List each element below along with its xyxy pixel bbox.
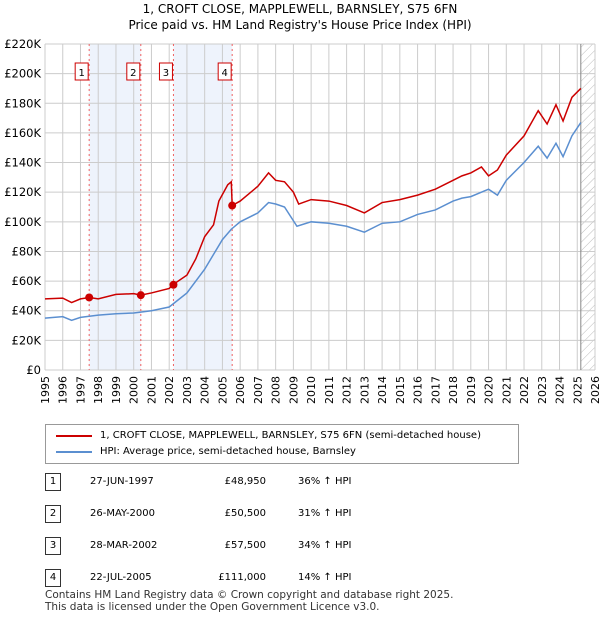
y-tick-label: £20K [12,333,42,347]
x-tick-label: 2012 [341,376,354,404]
x-tick-label: 2005 [216,376,229,404]
sale-number: 2 [45,505,61,523]
sale-price: £57,500 [224,540,266,551]
x-tick-label: 2003 [181,376,194,404]
sale-hpi-diff: 14% ↑ HPI [298,572,352,583]
x-tick-label: 2008 [270,376,283,404]
x-tick-label: 2016 [412,376,425,404]
footer-copyright: Contains HM Land Registry data © Crown c… [45,589,454,601]
y-tick-label: £60K [12,274,42,288]
footer-licence: This data is licensed under the Open Gov… [45,601,380,613]
sale-point [85,293,94,302]
x-tick-label: 2004 [199,376,212,404]
sale-label: 4 [221,68,227,79]
x-tick-label: 2017 [429,376,442,404]
y-tick-label: £40K [12,304,42,318]
sale-hpi-diff: 36% ↑ HPI [298,476,352,487]
x-tick-label: 2014 [376,376,389,404]
x-tick-label: 2025 [571,376,584,404]
x-tick-label: 2026 [589,376,600,404]
x-tick-label: 2007 [252,376,265,404]
y-tick-label: £180K [4,96,41,110]
x-tick-label: 2015 [394,376,407,404]
sale-number: 1 [45,473,61,491]
sale-price: £50,500 [224,508,266,519]
sale-label: 1 [78,68,84,79]
sale-label: 3 [163,68,169,79]
price-chart: 1995 1996 1997 1998 1999 2000 2001 2002 2003 2004… [4,37,600,404]
y-tick-label: £100K [4,215,41,229]
sale-label: 2 [130,68,136,79]
chart-title: 1, CROFT CLOSE, MAPPLEWELL, BARNSLEY, S7… [142,2,458,16]
y-tick-label: £80K [12,244,42,258]
sale-point [169,280,178,289]
sale-date: 26-MAY-2000 [90,508,156,519]
sale-number: 3 [45,537,61,555]
series-line [44,122,582,322]
table-row: 3 28-MAR-2002 £57,500 34% ↑ HPI [0,537,600,557]
sale-point [228,201,237,210]
legend-item-hpi: HPI: Average price, semi-detached house,… [56,446,356,457]
sale-period-shade [89,44,141,370]
sale-hpi-diff: 31% ↑ HPI [298,508,352,519]
sale-label-box [126,62,141,81]
x-tick-label: 2013 [358,376,371,404]
x-tick-label: 1998 [92,376,105,404]
x-tick-label: 1996 [57,376,70,404]
x-tick-label: 2002 [163,376,176,404]
y-tick-label: £0 [26,363,41,377]
legend-item-property: 1, CROFT CLOSE, MAPPLEWELL, BARNSLEY, S7… [56,430,481,441]
x-tick-label: 2006 [234,376,247,404]
x-tick-label: 1999 [110,376,123,404]
sale-point [136,291,145,300]
sale-date: 27-JUN-1997 [90,476,154,487]
x-tick-label: 2019 [465,376,478,404]
x-tick-label: 2010 [305,376,318,404]
x-tick-label: 2018 [447,376,460,404]
sale-price: £48,950 [224,476,266,487]
x-tick-label: 2009 [287,376,300,404]
sale-hpi-diff: 34% ↑ HPI [298,540,352,551]
table-row: 4 22-JUL-2005 £111,000 14% ↑ HPI [0,569,600,589]
table-row: 2 26-MAY-2000 £50,500 31% ↑ HPI [0,505,600,525]
forecast-hatch [580,44,595,370]
legend: 1, CROFT CLOSE, MAPPLEWELL, BARNSLEY, S7… [45,424,519,464]
x-tick-label: 2024 [554,376,567,404]
chart-subtitle: Price paid vs. HM Land Registry's House … [128,18,472,32]
x-tick-label: 2001 [145,376,158,404]
x-tick-label: 2020 [483,376,496,404]
x-tick-label: 1997 [74,376,87,404]
x-tick-label: 2011 [323,376,336,404]
sale-price: £111,000 [218,572,266,583]
y-tick-label: £200K [4,67,41,81]
x-tick-label: 2000 [128,376,141,404]
x-tick-label: 2023 [536,376,549,404]
y-tick-label: £220K [4,37,41,51]
sale-number: 4 [45,569,61,587]
y-tick-label: £140K [4,156,41,170]
legend-label: 1, CROFT CLOSE, MAPPLEWELL, BARNSLEY, S7… [100,430,481,441]
sale-label-box [158,62,173,81]
x-tick-label: 2021 [500,376,513,404]
sale-label-box [74,62,89,81]
x-tick-label: 2022 [518,376,531,404]
table-row: 1 27-JUN-1997 £48,950 36% ↑ HPI [0,473,600,493]
y-tick-label: £120K [4,185,41,199]
legend-label: HPI: Average price, semi-detached house,… [100,446,356,457]
sale-date: 22-JUL-2005 [90,572,152,583]
sale-period-shade [173,44,233,370]
sale-label-box [217,62,232,81]
y-tick-label: £160K [4,126,41,140]
x-tick-label: 1995 [39,376,52,404]
sale-date: 28-MAR-2002 [90,540,158,551]
